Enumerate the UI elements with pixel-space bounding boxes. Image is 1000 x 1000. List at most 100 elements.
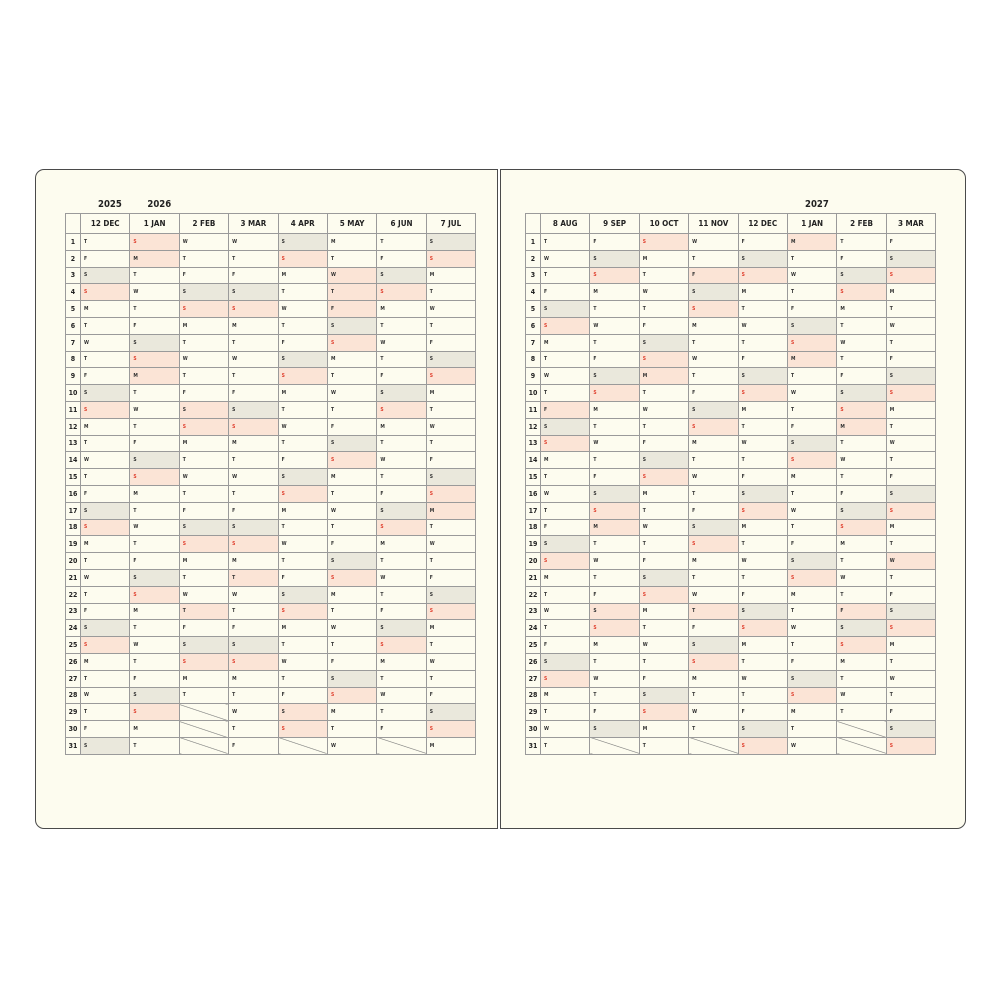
date-cell[interactable]: S [277,249,328,268]
date-cell[interactable]: W [638,283,690,302]
date-cell[interactable]: F [277,686,328,705]
date-cell[interactable]: F [425,568,477,587]
date-cell[interactable]: T [589,652,640,671]
date-cell[interactable]: S [885,602,937,621]
date-cell[interactable]: S [737,266,788,285]
date-cell[interactable]: T [688,367,739,386]
date-cell[interactable]: S [79,736,131,755]
date-cell[interactable]: T [228,451,279,470]
date-cell[interactable]: W [376,451,427,470]
date-cell[interactable]: W [277,535,328,554]
date-cell[interactable]: S [638,568,690,587]
date-cell[interactable]: F [737,350,788,369]
date-cell[interactable]: M [228,552,279,570]
date-cell[interactable]: F [836,249,887,268]
date-cell[interactable]: S [688,400,739,419]
date-cell[interactable]: T [885,451,937,470]
date-cell[interactable]: S [425,602,477,621]
date-cell[interactable]: S [79,501,131,520]
date-cell[interactable]: T [376,434,427,453]
date-cell[interactable]: S [688,636,739,654]
date-cell[interactable]: S [589,484,640,503]
date-cell[interactable]: T [376,552,427,570]
date-cell[interactable]: T [638,535,690,554]
date-cell[interactable]: S [688,652,739,671]
date-cell[interactable]: T [539,619,591,638]
date-cell[interactable]: S [326,686,378,705]
date-cell[interactable]: T [589,417,640,436]
date-cell[interactable]: S [326,316,378,335]
date-cell[interactable]: S [539,300,591,318]
date-cell[interactable]: F [425,451,477,470]
date-cell[interactable]: W [786,501,838,520]
date-cell[interactable]: F [129,434,180,453]
date-cell[interactable]: S [638,585,690,604]
date-cell[interactable]: F [885,703,937,722]
date-cell[interactable]: F [589,468,640,486]
date-cell[interactable]: S [228,283,279,302]
no-date-cell[interactable] [178,736,230,755]
date-cell[interactable]: F [737,233,788,251]
date-cell[interactable]: W [539,720,591,738]
date-cell[interactable]: W [79,686,131,705]
date-cell[interactable]: T [836,703,887,722]
date-cell[interactable]: S [425,350,477,369]
date-cell[interactable]: S [129,568,180,587]
date-cell[interactable]: T [688,249,739,268]
date-cell[interactable]: W [129,636,180,654]
date-cell[interactable]: W [688,703,739,722]
date-cell[interactable]: T [326,720,378,738]
date-cell[interactable]: W [178,350,230,369]
no-date-cell[interactable] [178,703,230,722]
date-cell[interactable]: S [885,266,937,285]
date-cell[interactable]: M [589,636,640,654]
date-cell[interactable]: M [277,266,328,285]
date-cell[interactable]: F [129,552,180,570]
date-cell[interactable]: S [688,518,739,537]
date-cell[interactable]: M [376,652,427,671]
date-cell[interactable]: S [425,367,477,386]
date-cell[interactable]: S [638,468,690,486]
date-cell[interactable]: T [376,585,427,604]
date-cell[interactable]: T [539,468,591,486]
date-cell[interactable]: M [786,585,838,604]
date-cell[interactable]: T [425,552,477,570]
date-cell[interactable]: W [885,669,937,688]
date-cell[interactable]: T [129,652,180,671]
date-cell[interactable]: T [277,636,328,654]
date-cell[interactable]: T [589,300,640,318]
date-cell[interactable]: F [688,501,739,520]
date-cell[interactable]: W [589,669,640,688]
date-cell[interactable]: S [737,736,788,755]
date-cell[interactable]: T [539,736,591,755]
date-cell[interactable]: T [589,686,640,705]
date-cell[interactable]: S [638,333,690,352]
date-cell[interactable]: M [589,283,640,302]
date-cell[interactable]: W [836,568,887,587]
date-cell[interactable]: S [376,384,427,402]
date-cell[interactable]: M [589,400,640,419]
date-cell[interactable]: W [688,585,739,604]
date-cell[interactable]: M [638,602,690,621]
date-cell[interactable]: W [425,417,477,436]
date-cell[interactable]: F [228,736,279,755]
date-cell[interactable]: T [228,333,279,352]
date-cell[interactable]: T [836,468,887,486]
date-cell[interactable]: T [885,568,937,587]
date-cell[interactable]: W [786,384,838,402]
date-cell[interactable]: S [885,501,937,520]
date-cell[interactable]: T [425,518,477,537]
date-cell[interactable]: W [326,266,378,285]
date-cell[interactable]: F [376,484,427,503]
date-cell[interactable]: M [178,434,230,453]
date-cell[interactable]: S [228,636,279,654]
date-cell[interactable]: W [539,484,591,503]
date-cell[interactable]: W [539,249,591,268]
date-cell[interactable]: M [836,300,887,318]
date-cell[interactable]: T [885,300,937,318]
date-cell[interactable]: S [326,451,378,470]
date-cell[interactable]: S [277,720,328,738]
date-cell[interactable]: S [79,384,131,402]
date-cell[interactable]: W [737,434,788,453]
date-cell[interactable]: T [326,249,378,268]
